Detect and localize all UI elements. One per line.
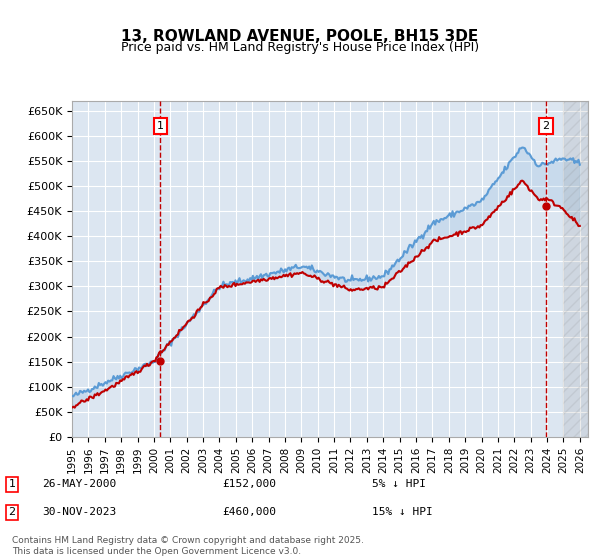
Text: 13, ROWLAND AVENUE, POOLE, BH15 3DE: 13, ROWLAND AVENUE, POOLE, BH15 3DE [121, 29, 479, 44]
Text: 2: 2 [542, 121, 549, 131]
Bar [563, 101, 588, 437]
Text: 26-MAY-2000: 26-MAY-2000 [42, 479, 116, 489]
Text: 1: 1 [157, 121, 164, 131]
Text: 5% ↓ HPI: 5% ↓ HPI [372, 479, 426, 489]
Text: £460,000: £460,000 [222, 507, 276, 517]
Text: £152,000: £152,000 [222, 479, 276, 489]
Text: 15% ↓ HPI: 15% ↓ HPI [372, 507, 433, 517]
Text: 30-NOV-2023: 30-NOV-2023 [42, 507, 116, 517]
Text: 1: 1 [8, 479, 16, 489]
Text: 2: 2 [8, 507, 16, 517]
Text: Price paid vs. HM Land Registry's House Price Index (HPI): Price paid vs. HM Land Registry's House … [121, 41, 479, 54]
Text: Contains HM Land Registry data © Crown copyright and database right 2025.
This d: Contains HM Land Registry data © Crown c… [12, 536, 364, 556]
